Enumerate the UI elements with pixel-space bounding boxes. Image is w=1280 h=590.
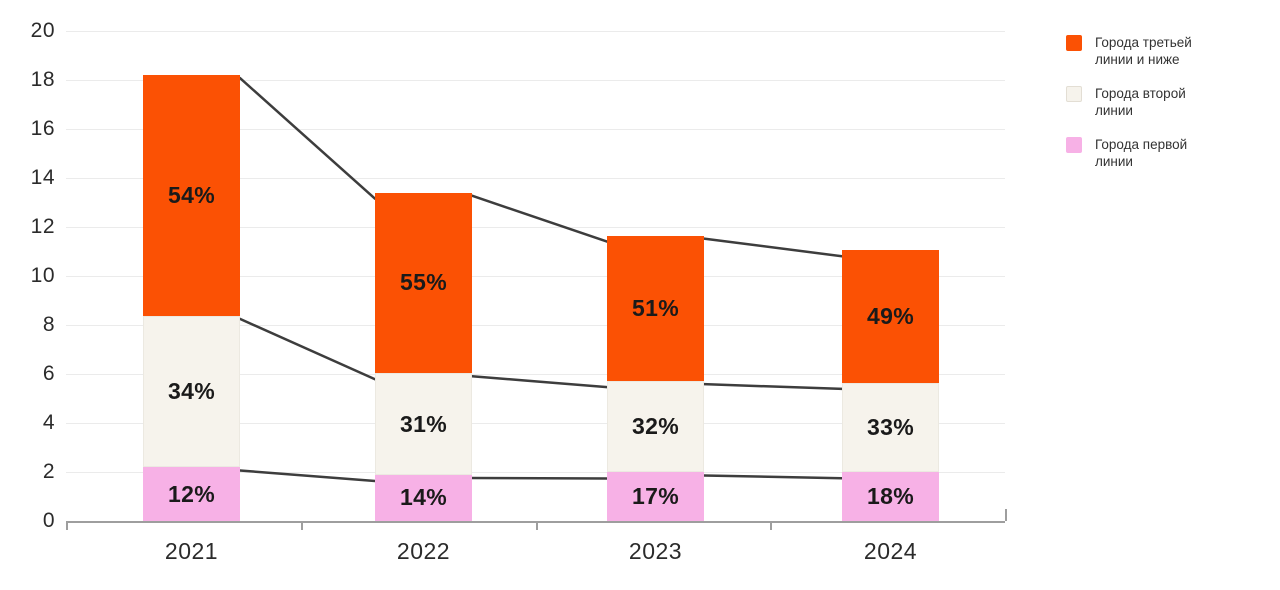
bar-segment-2021: 12% (143, 467, 240, 521)
gridline (66, 324, 1005, 326)
bar-segment-2022: 55% (375, 192, 472, 374)
gridline (66, 177, 1005, 179)
gridline (66, 471, 1005, 473)
legend-swatch-orange (1066, 35, 1082, 51)
bar-segment-2023: 51% (607, 235, 704, 382)
segment-percentage-label: 51% (632, 294, 679, 321)
gridline (66, 275, 1005, 277)
x-axis-tick (301, 521, 303, 530)
segment-percentage-label: 31% (400, 410, 447, 437)
segment-percentage-label: 18% (867, 483, 914, 510)
x-axis-line (66, 521, 1005, 523)
boundary-line-segment (238, 469, 377, 483)
bar-segment-2024: 33% (842, 382, 939, 473)
gridline (66, 373, 1005, 375)
y-axis-tick-label: 10 (30, 264, 55, 287)
x-axis-tick (770, 521, 772, 530)
segment-percentage-label: 54% (168, 181, 215, 208)
boundary-line-segment (470, 375, 609, 389)
segment-percentage-label: 49% (867, 303, 914, 330)
boundary-line-segment (702, 382, 844, 391)
bar-segment-2023: 17% (607, 472, 704, 521)
legend-item-third-line-cities: Города третьей линии и ниже (1066, 34, 1246, 68)
legend-item-second-line-cities: Города второй линии (1066, 85, 1246, 119)
legend-label: Города второй линии (1095, 86, 1186, 118)
legend-label: Города первой линии (1095, 137, 1188, 169)
x-axis-label-2022: 2022 (396, 538, 451, 564)
gridline (66, 422, 1005, 424)
segment-percentage-label: 34% (168, 378, 215, 405)
legend-item-first-line-cities: Города первой линии (1066, 136, 1246, 170)
stacked-bar-2022: 55% 31% 14% (375, 192, 472, 521)
y-axis-tick-label: 12 (30, 215, 55, 238)
bar-segment-2022: 14% (375, 475, 472, 521)
y-axis-tick-label: 4 (42, 411, 55, 434)
y-axis-tick-label: 2 (42, 460, 55, 483)
x-axis-label-2021: 2021 (164, 538, 219, 564)
gridline (66, 30, 1005, 32)
y-axis-tick-label: 8 (42, 313, 55, 336)
segment-percentage-label: 12% (168, 480, 215, 507)
legend-swatch-cream (1066, 86, 1082, 102)
x-axis-label-2023: 2023 (628, 538, 683, 564)
y-axis-tick-label: 16 (30, 117, 55, 140)
stacked-bar-2023: 51% 32% 17% (607, 235, 704, 521)
boundary-line-segment (238, 317, 377, 381)
y-axis-tick-label: 0 (42, 509, 55, 532)
x-axis-tick (66, 521, 68, 530)
boundary-line-segment (238, 76, 377, 200)
segment-percentage-label: 33% (867, 414, 914, 441)
y-axis-tick-label: 6 (42, 362, 55, 385)
stacked-bar-2021: 54% 34% 12% (143, 75, 240, 521)
segment-percentage-label: 17% (632, 483, 679, 510)
y-axis-tick-label: 20 (30, 19, 55, 42)
legend: Города третьей линии и ниже Города второ… (1066, 34, 1246, 187)
segment-percentage-label: 32% (632, 413, 679, 440)
segment-percentage-label: 14% (400, 484, 447, 511)
boundary-line-segment (702, 237, 844, 258)
bar-segment-2022: 31% (375, 373, 472, 476)
bar-segment-2021: 34% (143, 315, 240, 468)
segment-percentage-label: 55% (400, 269, 447, 296)
x-axis-end-tick (1005, 509, 1007, 521)
bar-segment-2024: 18% (842, 472, 939, 521)
bar-segment-2024: 49% (842, 250, 939, 383)
x-axis-tick (536, 521, 538, 530)
y-axis-tick-label: 18 (30, 68, 55, 91)
y-axis-tick-label: 14 (30, 166, 55, 189)
legend-swatch-pink (1066, 137, 1082, 153)
gridline (66, 226, 1005, 228)
gridline (66, 79, 1005, 81)
gridline (66, 128, 1005, 130)
bar-segment-2021: 54% (143, 75, 240, 316)
x-axis-label-2024: 2024 (863, 538, 918, 564)
stacked-bar-2024: 49% 33% 18% (842, 250, 939, 521)
boundary-line-segment (470, 194, 609, 243)
boundary-line-segment (702, 474, 844, 480)
bar-segment-2023: 32% (607, 381, 704, 473)
legend-label: Города третьей линии и ниже (1095, 35, 1192, 67)
